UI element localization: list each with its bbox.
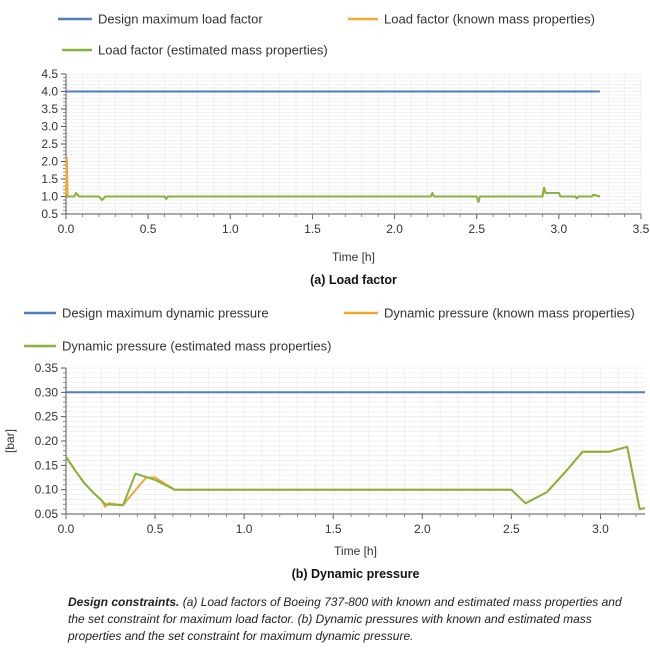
panel-b-y-axis-label: [bar] [3,429,17,453]
panel-b-y-tick-label: 0.15 [35,458,59,472]
caption-bold: Design constraints. [68,595,180,609]
panel-a-x-tick-label: 0.0 [58,222,75,236]
panel-b-y-tick-label: 0.30 [35,385,59,399]
panel-a-x-tick-label: 3.5 [633,222,650,236]
caption-text: (a) Load factors of Boeing 737-800 with … [68,595,622,643]
panel-b-y-tick-label: 0.25 [35,410,59,424]
panel-b-legend-label-1: Dynamic pressure (known mass properties) [384,306,635,321]
panel-a-y-tick-label: 3.5 [41,102,58,116]
panel-b-series-line-2 [65,445,646,511]
panel-a-series-line-2 [66,186,601,203]
panel-b-x-tick-label: 0.5 [147,522,164,536]
panel-b-y-tick-label: 0.05 [35,507,59,521]
panel-b-y-tick-label: 0.20 [35,434,59,448]
panel-a-legend-label-0: Design maximum load factor [98,12,263,27]
panel-a-y-tick-label: 2.5 [41,137,58,151]
panel-b-x-tick-label: 2.5 [503,522,520,536]
panel-a-x-axis-label: Time [h] [332,250,375,264]
panel-a-x-tick-label: 0.5 [140,222,157,236]
panel-a-y-tick-label: 1.0 [41,190,58,204]
panel-a-legend-label-2: Load factor (estimated mass properties) [98,43,328,58]
panel-b-x-tick-label: 2.0 [414,522,431,536]
panel-a-y-tick-label: 3.0 [41,120,58,134]
panel-b-x-axis-label: Time [h] [334,544,377,558]
panel-b-x-tick-label: 3.0 [592,522,609,536]
panel-b-y-tick-label: 0.10 [35,483,59,497]
panel-a-y-tick-label: 0.5 [41,207,58,221]
panel-b-x-tick-label: 1.0 [236,522,253,536]
panel-a-y-tick-label: 2.0 [41,155,58,169]
panel-a-title: (a) Load factor [310,273,397,287]
panel-b-title: (b) Dynamic pressure [292,567,420,581]
figure-caption: Design constraints. (a) Load factors of … [68,594,628,645]
panel-a-x-tick-label: 3.0 [551,222,568,236]
panel-a-x-tick-label: 2.0 [386,222,403,236]
panel-a-legend-label-1: Load factor (known mass properties) [384,12,595,27]
panel-a-x-tick-label: 1.0 [222,222,239,236]
panel-b-x-tick-label: 0.0 [58,522,75,536]
panel-a-y-tick-label: 4.0 [41,85,58,99]
figure-canvas: Design maximum load factor Load factor (k… [3,12,650,582]
panel-a-y-tick-label: 4.5 [41,67,58,81]
panel-a-y-tick-label: 1.5 [41,172,58,186]
panel-b-legend-label-0: Design maximum dynamic pressure [62,306,269,321]
panel-b-x-tick-label: 1.5 [325,522,342,536]
panel-a-x-tick-label: 1.5 [304,222,321,236]
panel-b-legend-label-2: Dynamic pressure (estimated mass propert… [62,339,331,354]
panel-a-x-tick-label: 2.5 [468,222,485,236]
panel-b-y-tick-label: 0.35 [35,361,59,375]
